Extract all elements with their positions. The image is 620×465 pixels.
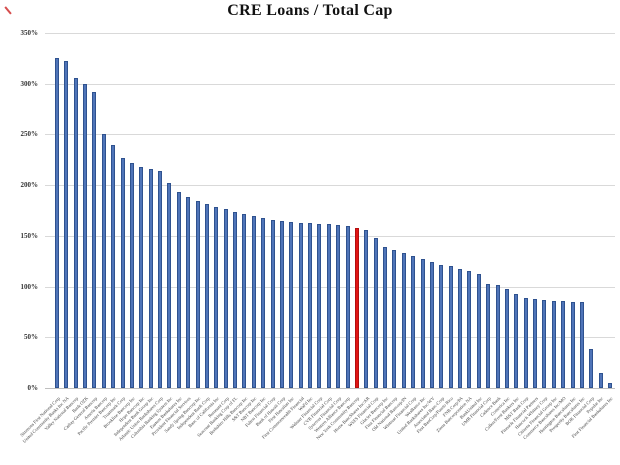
bar xyxy=(533,298,538,388)
gridline xyxy=(45,185,615,187)
bar xyxy=(336,224,341,388)
bar xyxy=(392,250,397,388)
bar xyxy=(242,213,247,388)
chart-title: CRE Loans / Total Cap xyxy=(227,2,393,19)
bar xyxy=(139,166,144,388)
bar xyxy=(298,222,303,388)
bar xyxy=(579,301,584,388)
bar xyxy=(598,372,603,388)
bar xyxy=(129,162,134,388)
bar xyxy=(411,256,416,388)
bar xyxy=(55,58,59,388)
bar xyxy=(120,157,125,388)
bar xyxy=(92,91,97,388)
bar xyxy=(101,134,106,388)
y-axis-tick-label: 150% xyxy=(20,231,39,240)
bar xyxy=(514,293,519,388)
bar xyxy=(270,219,275,388)
bar xyxy=(111,144,116,388)
bar xyxy=(542,299,547,388)
bar xyxy=(214,207,219,388)
bar xyxy=(223,209,228,388)
bar xyxy=(561,300,566,388)
bar xyxy=(233,211,238,388)
bar xyxy=(570,301,575,388)
bar xyxy=(486,283,491,388)
bar xyxy=(186,197,191,388)
bar xyxy=(364,229,369,388)
bar xyxy=(383,247,388,388)
gridline xyxy=(45,83,615,85)
y-axis-tick-label: 0% xyxy=(27,384,39,392)
bar xyxy=(204,204,209,388)
x-axis-category-label: United Community Banks Inc NA xyxy=(22,395,71,444)
y-axis-tick-label: 350% xyxy=(20,29,39,37)
bar xyxy=(420,259,425,388)
bar xyxy=(448,266,453,388)
bar xyxy=(317,223,322,388)
gridline xyxy=(45,134,615,136)
bar xyxy=(523,297,528,388)
y-axis-tick-label: 100% xyxy=(20,282,39,291)
bar xyxy=(504,288,509,388)
bar xyxy=(429,262,434,388)
bar xyxy=(64,61,69,388)
bar xyxy=(345,225,350,388)
y-axis-tick-label: 250% xyxy=(20,130,39,139)
bar xyxy=(458,269,463,388)
bar xyxy=(308,222,313,388)
bar xyxy=(373,237,378,388)
bar xyxy=(158,170,163,388)
bar xyxy=(176,192,181,388)
bar xyxy=(467,271,472,388)
bar xyxy=(148,168,153,388)
bar xyxy=(608,382,612,388)
bar xyxy=(589,349,594,388)
bar xyxy=(495,284,500,388)
bar xyxy=(279,220,284,388)
bar xyxy=(439,265,444,388)
bar xyxy=(83,83,88,388)
bar xyxy=(261,217,266,388)
bar xyxy=(326,223,331,388)
highlighted-bar xyxy=(354,227,359,388)
bar xyxy=(551,300,556,388)
bar xyxy=(195,201,200,388)
y-axis-tick-label: 50% xyxy=(24,333,38,342)
gridline xyxy=(45,388,615,389)
bar xyxy=(476,274,481,388)
bar xyxy=(289,221,294,388)
y-axis-tick-label: 200% xyxy=(20,181,39,190)
y-axis-tick-label: 300% xyxy=(20,79,39,88)
bar xyxy=(401,253,406,388)
gridline xyxy=(45,33,615,34)
bar xyxy=(73,77,78,388)
bar xyxy=(167,183,172,388)
bar xyxy=(251,215,256,388)
